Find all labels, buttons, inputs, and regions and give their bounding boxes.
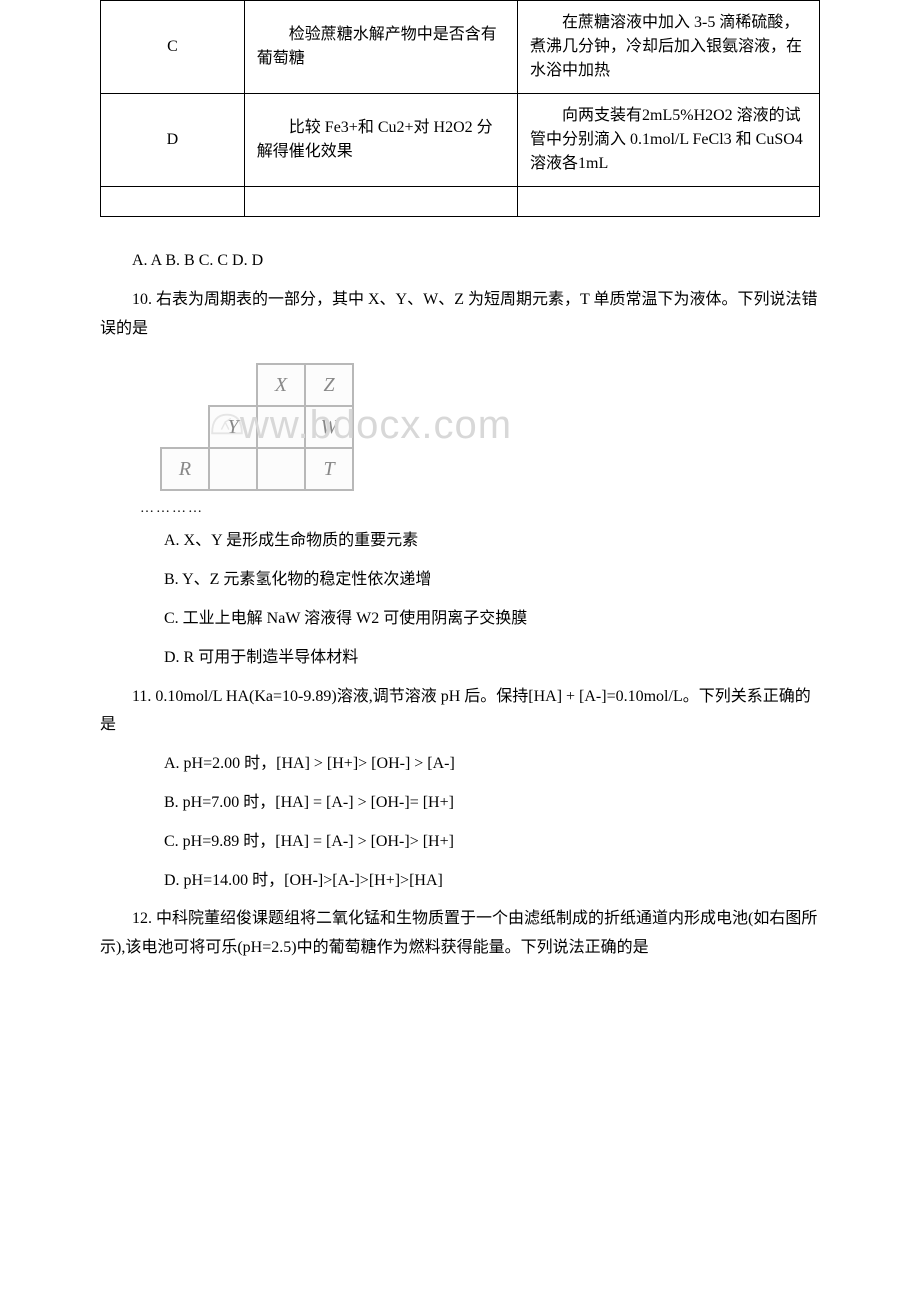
q11-stem: 11. 0.10mol/L HA(Ka=10-9.89)溶液,调节溶液 pH 后… [100, 683, 820, 741]
empty-cell [244, 187, 517, 217]
empty-cell [101, 187, 245, 217]
row-c-purpose: 检验蔗糖水解产物中是否含有葡萄糖 [244, 1, 517, 94]
grid-cell-z: Z [305, 364, 353, 406]
table-empty-row [101, 187, 820, 217]
row-c-procedure: 在蔗糖溶液中加入 3-5 滴稀硫酸，煮沸几分钟，冷却后加入银氨溶液，在水浴中加热 [518, 1, 820, 94]
q11-option-a: A. pH=2.00 时，[HA] > [H+]> [OH-] > [A-] [132, 750, 820, 779]
q10-option-a: A. X、Y 是形成生命物质的重要元素 [132, 527, 820, 556]
grid-cell-t: T [305, 448, 353, 490]
q11-option-d: D. pH=14.00 时，[OH-]>[A-]>[H+]>[HA] [132, 867, 820, 896]
grid-cell [161, 364, 209, 406]
grid-cell [161, 406, 209, 448]
q10-option-d: D. R 可用于制造半导体材料 [132, 644, 820, 673]
row-d-purpose: 比较 Fe3+和 Cu2+对 H2O2 分解得催化效果 [244, 94, 517, 187]
grid-cell [209, 364, 257, 406]
periodic-grid: X Z Y W R T [160, 363, 354, 491]
grid-cell-r: R [161, 448, 209, 490]
row-d-procedure: 向两支装有2mL5%H2O2 溶液的试管中分别滴入 0.1mol/L FeCl3… [518, 94, 820, 187]
q12-stem: 12. 中科院董绍俊课题组将二氧化锰和生物质置于一个由滤纸制成的折纸通道内形成电… [100, 905, 820, 963]
periodic-table-figure: ww.bdocx.com X Z Y W R T [160, 363, 820, 491]
row-d-label: D [101, 94, 245, 187]
row-c-label: C [101, 1, 245, 94]
grid-cell [209, 448, 257, 490]
q10-option-c: C. 工业上电解 NaW 溶液得 W2 可使用阴离子交换膜 [132, 605, 820, 634]
q11-option-b: B. pH=7.00 时，[HA] = [A-] > [OH-]= [H+] [132, 789, 820, 818]
grid-cell-w: W [305, 406, 353, 448]
q10-stem: 10. 右表为周期表的一部分，其中 X、Y、W、Z 为短周期元素，T 单质常温下… [100, 286, 820, 344]
grid-cell-x: X [257, 364, 305, 406]
grid-cell [257, 448, 305, 490]
table-row: C 检验蔗糖水解产物中是否含有葡萄糖 在蔗糖溶液中加入 3-5 滴稀硫酸，煮沸几… [101, 1, 820, 94]
empty-cell [518, 187, 820, 217]
experiment-table: C 检验蔗糖水解产物中是否含有葡萄糖 在蔗糖溶液中加入 3-5 滴稀硫酸，煮沸几… [100, 0, 820, 217]
q11-option-c: C. pH=9.89 时，[HA] = [A-] > [OH-]> [H+] [132, 828, 820, 857]
q10-option-b: B. Y、Z 元素氢化物的稳定性依次递增 [132, 566, 820, 595]
ellipsis-dots: ………… [140, 501, 820, 517]
grid-cell [257, 406, 305, 448]
q9-options: A. A B. B C. C D. D [100, 247, 820, 276]
grid-cell-y: Y [209, 406, 257, 448]
table-row: D 比较 Fe3+和 Cu2+对 H2O2 分解得催化效果 向两支装有2mL5%… [101, 94, 820, 187]
